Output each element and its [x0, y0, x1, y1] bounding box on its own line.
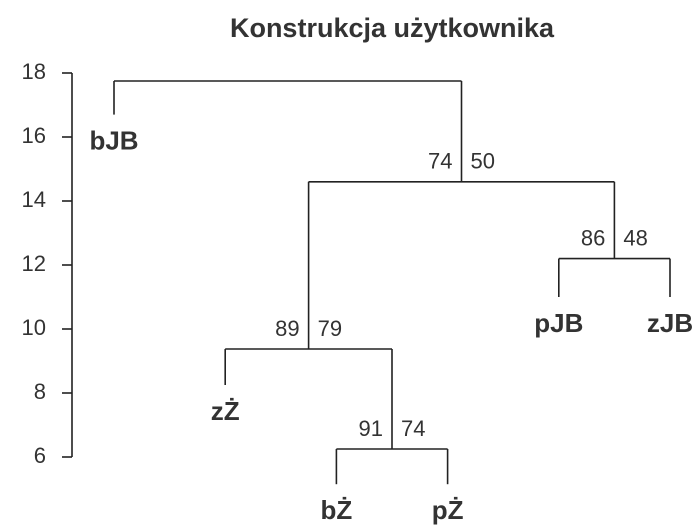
y-tick-label: 14 [22, 187, 46, 212]
leaf-label: bJB [89, 125, 138, 155]
y-tick-label: 18 [22, 59, 46, 84]
bp-label: 74 [401, 416, 425, 441]
au-label: 74 [428, 149, 452, 174]
leaf-label: pŻ [432, 495, 464, 525]
chart-title: Konstrukcja użytkownika [230, 13, 555, 43]
bp-label: 50 [471, 149, 495, 174]
y-tick-label: 10 [22, 315, 46, 340]
leaf-label: zŻ [211, 396, 240, 426]
y-tick-label: 8 [34, 379, 46, 404]
bp-label: 48 [623, 225, 647, 250]
au-label: 86 [581, 225, 605, 250]
bp-label: 79 [318, 316, 342, 341]
au-label: 89 [275, 316, 299, 341]
y-tick-label: 12 [22, 251, 46, 276]
leaf-label: pJB [534, 308, 583, 338]
leaf-label: bŻ [321, 495, 353, 525]
y-tick-label: 6 [34, 443, 46, 468]
y-tick-label: 16 [22, 123, 46, 148]
au-label: 91 [359, 416, 383, 441]
leaf-label: zJB [647, 308, 693, 338]
